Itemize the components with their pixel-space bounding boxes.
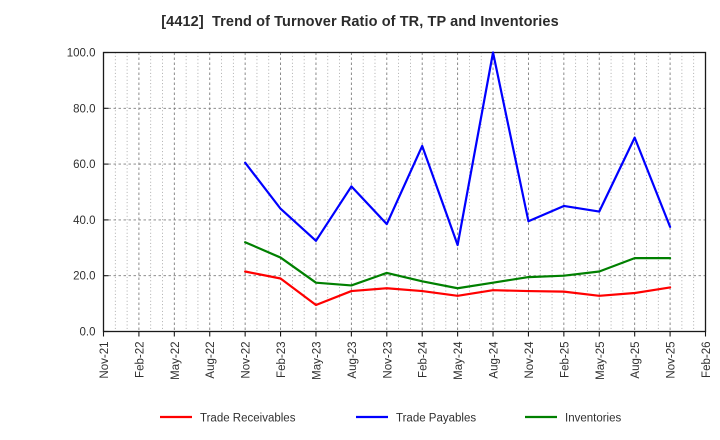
- legend-label-2: Inventories: [565, 413, 622, 425]
- x-axis-tick-label: May-25: [595, 342, 607, 380]
- y-axis-tick-label: 40.0: [73, 215, 95, 227]
- x-axis-tick-label: Nov-25: [666, 342, 678, 379]
- x-axis-tick-label: Nov-23: [382, 342, 394, 379]
- x-axis-ticks: Nov-21 Feb-22 May-22 Aug-22 Nov-22 Feb-23 May-…: [99, 331, 713, 380]
- x-axis-tick-label: Aug-23: [347, 342, 359, 379]
- x-axis-tick-label: Aug-25: [630, 342, 642, 379]
- axis-frame: [102, 51, 707, 333]
- y-axis-ticks: 0.0 20.0 40.0 60.0 80.0 100.0: [67, 48, 109, 339]
- x-axis-tick-label: Nov-21: [99, 342, 111, 379]
- y-axis-tick-label: 0.0: [80, 327, 96, 339]
- x-axis-tick-label: Feb-25: [559, 342, 571, 378]
- x-axis-tick-label: May-23: [311, 342, 323, 380]
- x-axis-tick-label: Nov-24: [524, 341, 536, 379]
- x-axis-tick-label: Feb-26: [701, 342, 713, 378]
- series-line-trade-receivables: [244, 270, 672, 307]
- legend-label-1: Trade Payables: [396, 413, 476, 425]
- chart-title: [4412] Trend of Turnover Ratio of TR, TP…: [161, 14, 559, 30]
- legend-label-0: Trade Receivables: [200, 413, 296, 425]
- minor-gridlines: [114, 52, 695, 332]
- x-axis-tick-label: Feb-22: [134, 342, 146, 378]
- x-axis-tick-label: Feb-23: [276, 342, 288, 378]
- x-axis-tick-label: Aug-24: [489, 341, 501, 379]
- y-axis-tick-label: 80.0: [73, 103, 95, 115]
- series-line-trade-payables: [244, 51, 672, 247]
- chart-legend: Trade Receivables Trade Payables Inventori…: [160, 413, 622, 425]
- major-gridlines: [103, 52, 706, 332]
- x-axis-tick-label: Feb-24: [418, 341, 430, 378]
- series-line-inventories: [244, 241, 672, 290]
- x-axis-tick-label: May-24: [453, 341, 465, 380]
- x-axis-tick-label: Nov-22: [241, 342, 253, 379]
- y-axis-tick-label: 100.0: [67, 48, 96, 60]
- y-axis-tick-label: 20.0: [73, 271, 95, 283]
- x-axis-tick-label: May-22: [170, 342, 182, 380]
- data-series-lines: [244, 51, 672, 307]
- y-axis-tick-label: 60.0: [73, 159, 95, 171]
- x-axis-tick-label: Aug-22: [205, 342, 217, 379]
